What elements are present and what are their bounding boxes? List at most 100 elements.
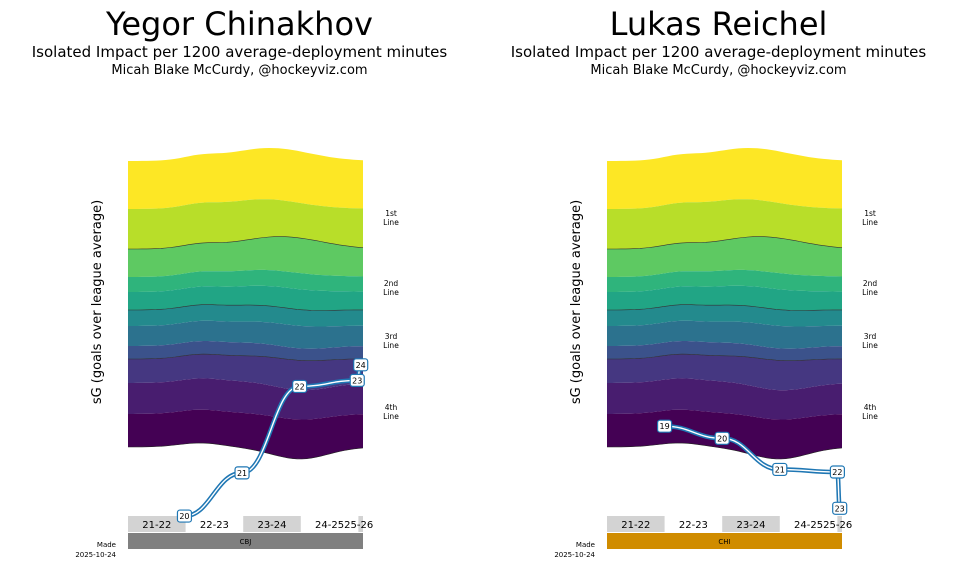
line-divider xyxy=(607,353,842,361)
impact-chart-reichel: sG (goals over league average) 1st Line2nd… xyxy=(554,148,878,559)
line-label-part: 3rd xyxy=(864,332,877,341)
deployment-band xyxy=(607,236,842,277)
chart-subtitle: Isolated Impact per 1200 average-deploym… xyxy=(31,43,448,61)
season-box xyxy=(358,516,363,532)
line-label-part: 1st xyxy=(385,209,397,218)
line-divider xyxy=(607,304,842,311)
data-point: 20 xyxy=(714,431,730,445)
deployment-band xyxy=(607,148,842,209)
line-divider xyxy=(128,353,363,361)
line-label-part: Line xyxy=(862,341,878,350)
deployment-band xyxy=(607,285,842,311)
deployment-band xyxy=(607,341,842,361)
deployment-band xyxy=(128,320,363,349)
deployment-bands xyxy=(607,148,843,460)
deployment-band xyxy=(128,199,363,249)
line-label: 2nd Line xyxy=(862,279,878,297)
data-point-label: 20 xyxy=(717,434,727,443)
data-point-box xyxy=(829,465,845,479)
band-bottom-edge xyxy=(128,442,364,460)
deployment-band xyxy=(607,199,842,249)
line-label-part: Line xyxy=(862,288,878,297)
line-label: 3rd Line xyxy=(862,332,878,350)
season-label: 24-25 xyxy=(315,520,344,531)
line-label-part: Line xyxy=(383,412,399,421)
team-bar xyxy=(128,533,363,549)
line-divider xyxy=(128,304,363,311)
deployment-band xyxy=(128,269,363,292)
team-label: CBJ xyxy=(240,538,252,546)
line-divider xyxy=(607,236,843,250)
data-point: 21 xyxy=(234,466,250,480)
data-point-label: 22 xyxy=(295,382,305,391)
impact-chart-chinakhov: sG (goals over league average) 1st Line2nd… xyxy=(75,148,399,559)
deployment-band xyxy=(607,354,842,391)
deployment-band xyxy=(128,148,363,209)
season-label: 25-26 xyxy=(344,520,373,531)
season-box xyxy=(243,516,301,532)
line-label-part: 1st xyxy=(864,209,876,218)
deployment-band xyxy=(128,341,363,361)
made-label: Made xyxy=(97,541,116,549)
line-label-part: Line xyxy=(383,218,399,227)
made-label: Made xyxy=(576,541,595,549)
chart-panel-reichel: Lukas Reichel Isolated Impact per 1200 a… xyxy=(479,0,958,569)
data-point-label: 21 xyxy=(775,465,785,474)
data-point-box xyxy=(772,462,788,477)
chart-credit: Micah Blake McCurdy, @hockeyviz.com xyxy=(111,63,368,78)
data-point-label: 20 xyxy=(179,512,189,521)
season-label: 25-26 xyxy=(823,520,852,531)
data-point-box xyxy=(656,419,673,433)
data-point-box xyxy=(353,358,369,372)
season-label: 22-23 xyxy=(200,520,229,531)
season-box xyxy=(128,516,186,532)
y-axis-label: sG (goals over league average) xyxy=(569,200,584,404)
season-label: 21-22 xyxy=(142,520,171,531)
line-label-part: Line xyxy=(862,218,878,227)
line-label-part: Line xyxy=(383,341,399,350)
data-point: 23 xyxy=(349,373,365,387)
season-box xyxy=(837,516,842,532)
line-label-part: Line xyxy=(862,412,878,421)
data-point-label: 19 xyxy=(660,422,670,431)
data-point: 20 xyxy=(176,509,193,523)
data-point-box xyxy=(292,379,308,394)
data-point-box xyxy=(832,501,848,515)
deployment-band xyxy=(128,378,363,420)
season-label: 23-24 xyxy=(736,520,765,531)
line-label: 4th Line xyxy=(383,403,399,421)
deployment-band xyxy=(607,269,842,292)
data-point: 23 xyxy=(832,501,848,515)
band-bottom-edge xyxy=(607,442,843,460)
data-point: 22 xyxy=(829,465,845,479)
deployment-band xyxy=(128,285,363,311)
team-bar xyxy=(607,533,842,549)
data-point: 22 xyxy=(292,379,308,394)
made-date: 2025-10-24 xyxy=(554,551,595,559)
deployment-bands xyxy=(128,148,364,460)
line-label-part: 2nd xyxy=(384,279,399,288)
deployment-band xyxy=(607,320,842,349)
line-label: 4th Line xyxy=(862,403,878,421)
season-box xyxy=(722,516,780,532)
chart-subtitle: Isolated Impact per 1200 average-deploym… xyxy=(510,43,927,61)
line-label: 2nd Line xyxy=(383,279,399,297)
deployment-band xyxy=(128,236,363,277)
data-point: 21 xyxy=(772,462,788,477)
line-label: 1st Line xyxy=(383,209,399,227)
data-point-label: 23 xyxy=(352,376,362,385)
data-point-box xyxy=(176,509,193,523)
data-point-box xyxy=(234,466,250,480)
data-point-label: 22 xyxy=(832,468,842,477)
season-label: 22-23 xyxy=(679,520,708,531)
data-point-box xyxy=(714,431,730,445)
y-axis-label: sG (goals over league average) xyxy=(90,200,105,404)
season-label: 23-24 xyxy=(257,520,286,531)
made-date: 2025-10-24 xyxy=(75,551,116,559)
data-point-label: 21 xyxy=(237,469,247,478)
data-point-box xyxy=(349,373,365,387)
season-box xyxy=(607,516,665,532)
data-point: 19 xyxy=(656,419,673,433)
season-label: 24-25 xyxy=(794,520,823,531)
data-point-label: 23 xyxy=(835,504,845,513)
